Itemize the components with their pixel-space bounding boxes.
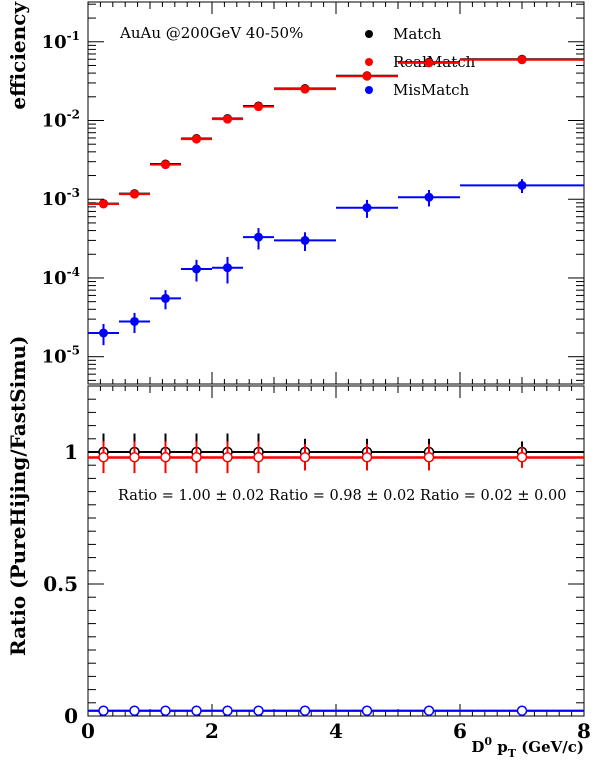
ratio-point bbox=[253, 452, 264, 463]
ratio-point bbox=[98, 452, 109, 463]
ratio-point bbox=[160, 452, 171, 463]
ratio-series-mismatch bbox=[88, 705, 584, 716]
efficiency-panel: 10-5 10-4 10-3 10-2 10-1 efficiency AuAu @200G… bbox=[6, 1, 585, 385]
x-tick-label: 6 bbox=[453, 719, 467, 743]
data-point bbox=[300, 84, 310, 94]
ratio-point bbox=[299, 705, 311, 716]
data-point bbox=[99, 328, 108, 338]
top-y-tick-label: 10-5 bbox=[42, 344, 80, 368]
ratio-summary: Ratio = 1.00 ± 0.02 Ratio = 0.98 ± 0.02 … bbox=[118, 488, 566, 504]
ratio-text-match: Ratio = 1.00 ± 0.02 bbox=[118, 488, 264, 504]
ratio-point bbox=[222, 705, 233, 716]
legend-marker-match bbox=[365, 30, 373, 38]
x-tick-label: 4 bbox=[329, 719, 343, 743]
data-point bbox=[517, 55, 527, 65]
data-point bbox=[254, 232, 263, 242]
series-realmatch bbox=[88, 55, 584, 209]
x-axis-label: D0 pT (GeV/c) bbox=[471, 735, 584, 760]
data-point bbox=[130, 189, 139, 199]
bottom-y-tick-label: 0.5 bbox=[43, 572, 78, 596]
bottom-y-axis-label: Ratio (PureHijing/FastSimu) bbox=[6, 336, 30, 656]
ratio-point bbox=[222, 452, 233, 463]
data-point bbox=[362, 71, 372, 81]
top-y-tick-label: 10-4 bbox=[42, 265, 80, 289]
ratio-point bbox=[191, 452, 202, 463]
bottom-y-tick-label: 1 bbox=[64, 440, 78, 464]
legend-label-mismatch: MisMatch bbox=[393, 81, 470, 99]
data-point bbox=[161, 293, 170, 303]
ratio-point bbox=[129, 452, 140, 463]
data-point bbox=[99, 199, 108, 209]
ratio-point bbox=[191, 705, 202, 716]
series-mismatch bbox=[88, 179, 584, 346]
x-tick-label: 8 bbox=[577, 719, 591, 743]
ratio-point bbox=[299, 452, 311, 463]
top-y-tick-label: 10-3 bbox=[42, 186, 80, 210]
ratio-series-realmatch bbox=[88, 441, 584, 474]
data-point bbox=[192, 264, 201, 274]
ratio-series-match bbox=[88, 433, 584, 471]
top-y-axis-label: efficiency bbox=[6, 1, 30, 110]
data-point bbox=[223, 263, 232, 273]
data-point bbox=[362, 203, 372, 213]
ratio-point bbox=[361, 705, 373, 716]
ratio-text-realmatch: Ratio = 0.98 ± 0.02 bbox=[264, 488, 415, 504]
ratio-text-mismatch: Ratio = 0.02 ± 0.00 bbox=[415, 488, 566, 504]
data-point bbox=[424, 192, 434, 202]
data-point bbox=[223, 114, 232, 124]
ratio-point bbox=[361, 452, 373, 463]
legend-marker-realmatch bbox=[365, 58, 373, 66]
bottom-frame bbox=[87, 385, 585, 717]
data-point bbox=[254, 102, 263, 112]
ratio-point bbox=[423, 452, 435, 463]
data-point bbox=[424, 58, 434, 68]
ratio-point bbox=[129, 705, 140, 716]
ratio-point bbox=[98, 705, 109, 716]
x-tick-label: 2 bbox=[205, 719, 219, 743]
bottom-y-tick-label: 0 bbox=[64, 704, 78, 728]
data-point bbox=[192, 134, 201, 144]
data-point bbox=[517, 180, 527, 190]
ratio-point bbox=[516, 452, 528, 463]
ratio-panel: 0 0.5 1 0 2 4 6 8 Ratio (PureHijing/FastSimu) D0 … bbox=[6, 336, 591, 760]
ratio-point bbox=[253, 705, 264, 716]
legend-marker-mismatch bbox=[365, 86, 373, 94]
data-point bbox=[300, 235, 310, 245]
top-y-tick-label: 10-2 bbox=[42, 108, 80, 132]
ratio-point bbox=[160, 705, 171, 716]
top-y-tick-label: 10-1 bbox=[42, 29, 80, 53]
data-point bbox=[161, 160, 170, 170]
x-tick-label: 0 bbox=[81, 719, 95, 743]
data-point bbox=[130, 316, 139, 326]
ratio-point bbox=[516, 705, 528, 716]
ratio-point bbox=[423, 705, 435, 716]
collision-annotation: AuAu @200GeV 40-50% bbox=[119, 24, 303, 42]
legend-label-match: Match bbox=[393, 25, 442, 43]
